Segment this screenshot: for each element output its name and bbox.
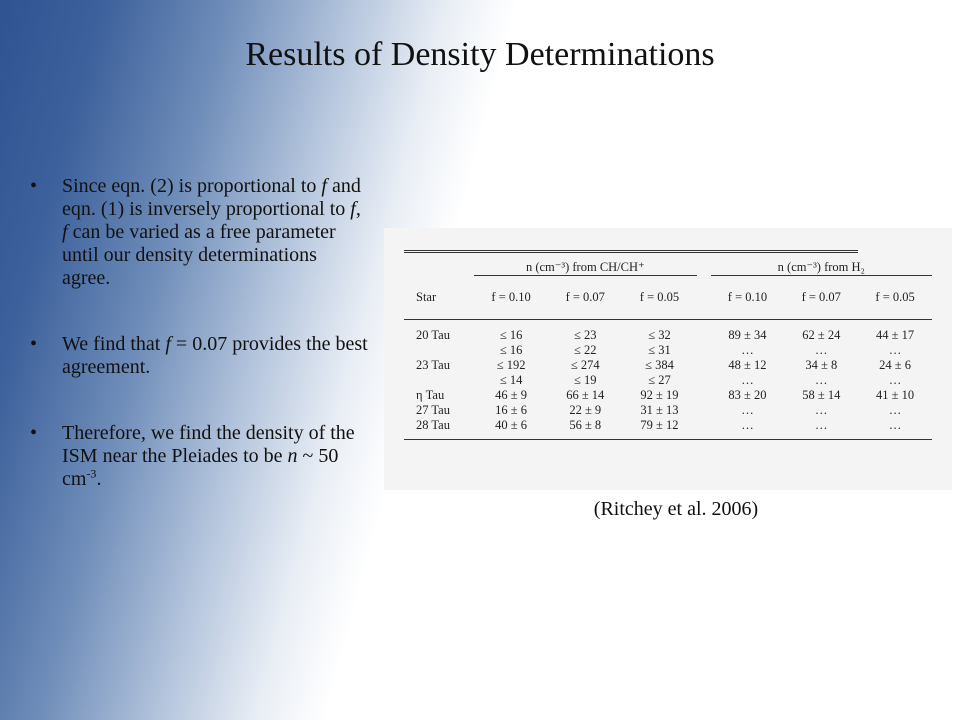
bullet-item: • Therefore, we find the density of the I… — [30, 422, 355, 490]
table-row: 28 Tau 40 ± 6 56 ± 8 79 ± 12 … … … — [416, 418, 902, 432]
table-row: η Tau 46 ± 9 66 ± 14 92 ± 19 83 ± 20 58 … — [416, 388, 915, 402]
table-row: ≤ 14 ≤ 19 ≤ 27 … … … — [499, 373, 902, 387]
bullet-icon: • — [30, 175, 38, 197]
column-header: f = 0.05 — [639, 290, 680, 304]
slide-title: Results of Density Determinations — [245, 36, 715, 73]
citation: (Ritchey et al. 2006) — [593, 498, 759, 520]
density-table-image: n (cm⁻³) from CH/CH⁺ n (cm⁻³) from H₂ St… — [384, 228, 952, 490]
bullet-item: • Since eqn. (2) is proportional to f and… — [30, 175, 361, 289]
column-header: f = 0.10 — [491, 290, 531, 304]
table-row: 20 Tau ≤ 16 ≤ 23 ≤ 32 89 ± 34 62 ± 24 44… — [416, 328, 915, 342]
group-header-h2: n (cm⁻³) from H₂ — [710, 259, 932, 276]
table-header-row: Star f = 0.10 f = 0.07 f = 0.05 f = 0.10… — [404, 290, 932, 305]
table-group-header: n (cm⁻³) from CH/CH⁺ n (cm⁻³) from H₂ — [404, 259, 932, 276]
star-column-header: Star — [416, 290, 437, 304]
column-header: f = 0.07 — [565, 290, 605, 304]
column-header: f = 0.07 — [801, 290, 841, 304]
group-header-ch: n (cm⁻³) from CH/CH⁺ — [474, 259, 697, 276]
bullet-icon: • — [30, 333, 38, 355]
table-row: 27 Tau 16 ± 6 22 ± 9 31 ± 13 … … … — [416, 403, 902, 417]
bullet-item: • We find that f = 0.07 provides the best… — [30, 333, 368, 378]
table-row: ≤ 16 ≤ 22 ≤ 31 … … … — [499, 343, 902, 357]
density-table: n (cm⁻³) from CH/CH⁺ n (cm⁻³) from H₂ St… — [404, 250, 932, 440]
column-header: f = 0.05 — [875, 290, 915, 304]
bullet-icon: • — [30, 422, 38, 444]
table-row: 23 Tau ≤ 192 ≤ 274 ≤ 384 48 ± 12 34 ± 8 … — [416, 358, 912, 372]
bullet-list: • Since eqn. (2) is proportional to f and… — [30, 175, 370, 534]
column-header: f = 0.10 — [727, 290, 768, 304]
